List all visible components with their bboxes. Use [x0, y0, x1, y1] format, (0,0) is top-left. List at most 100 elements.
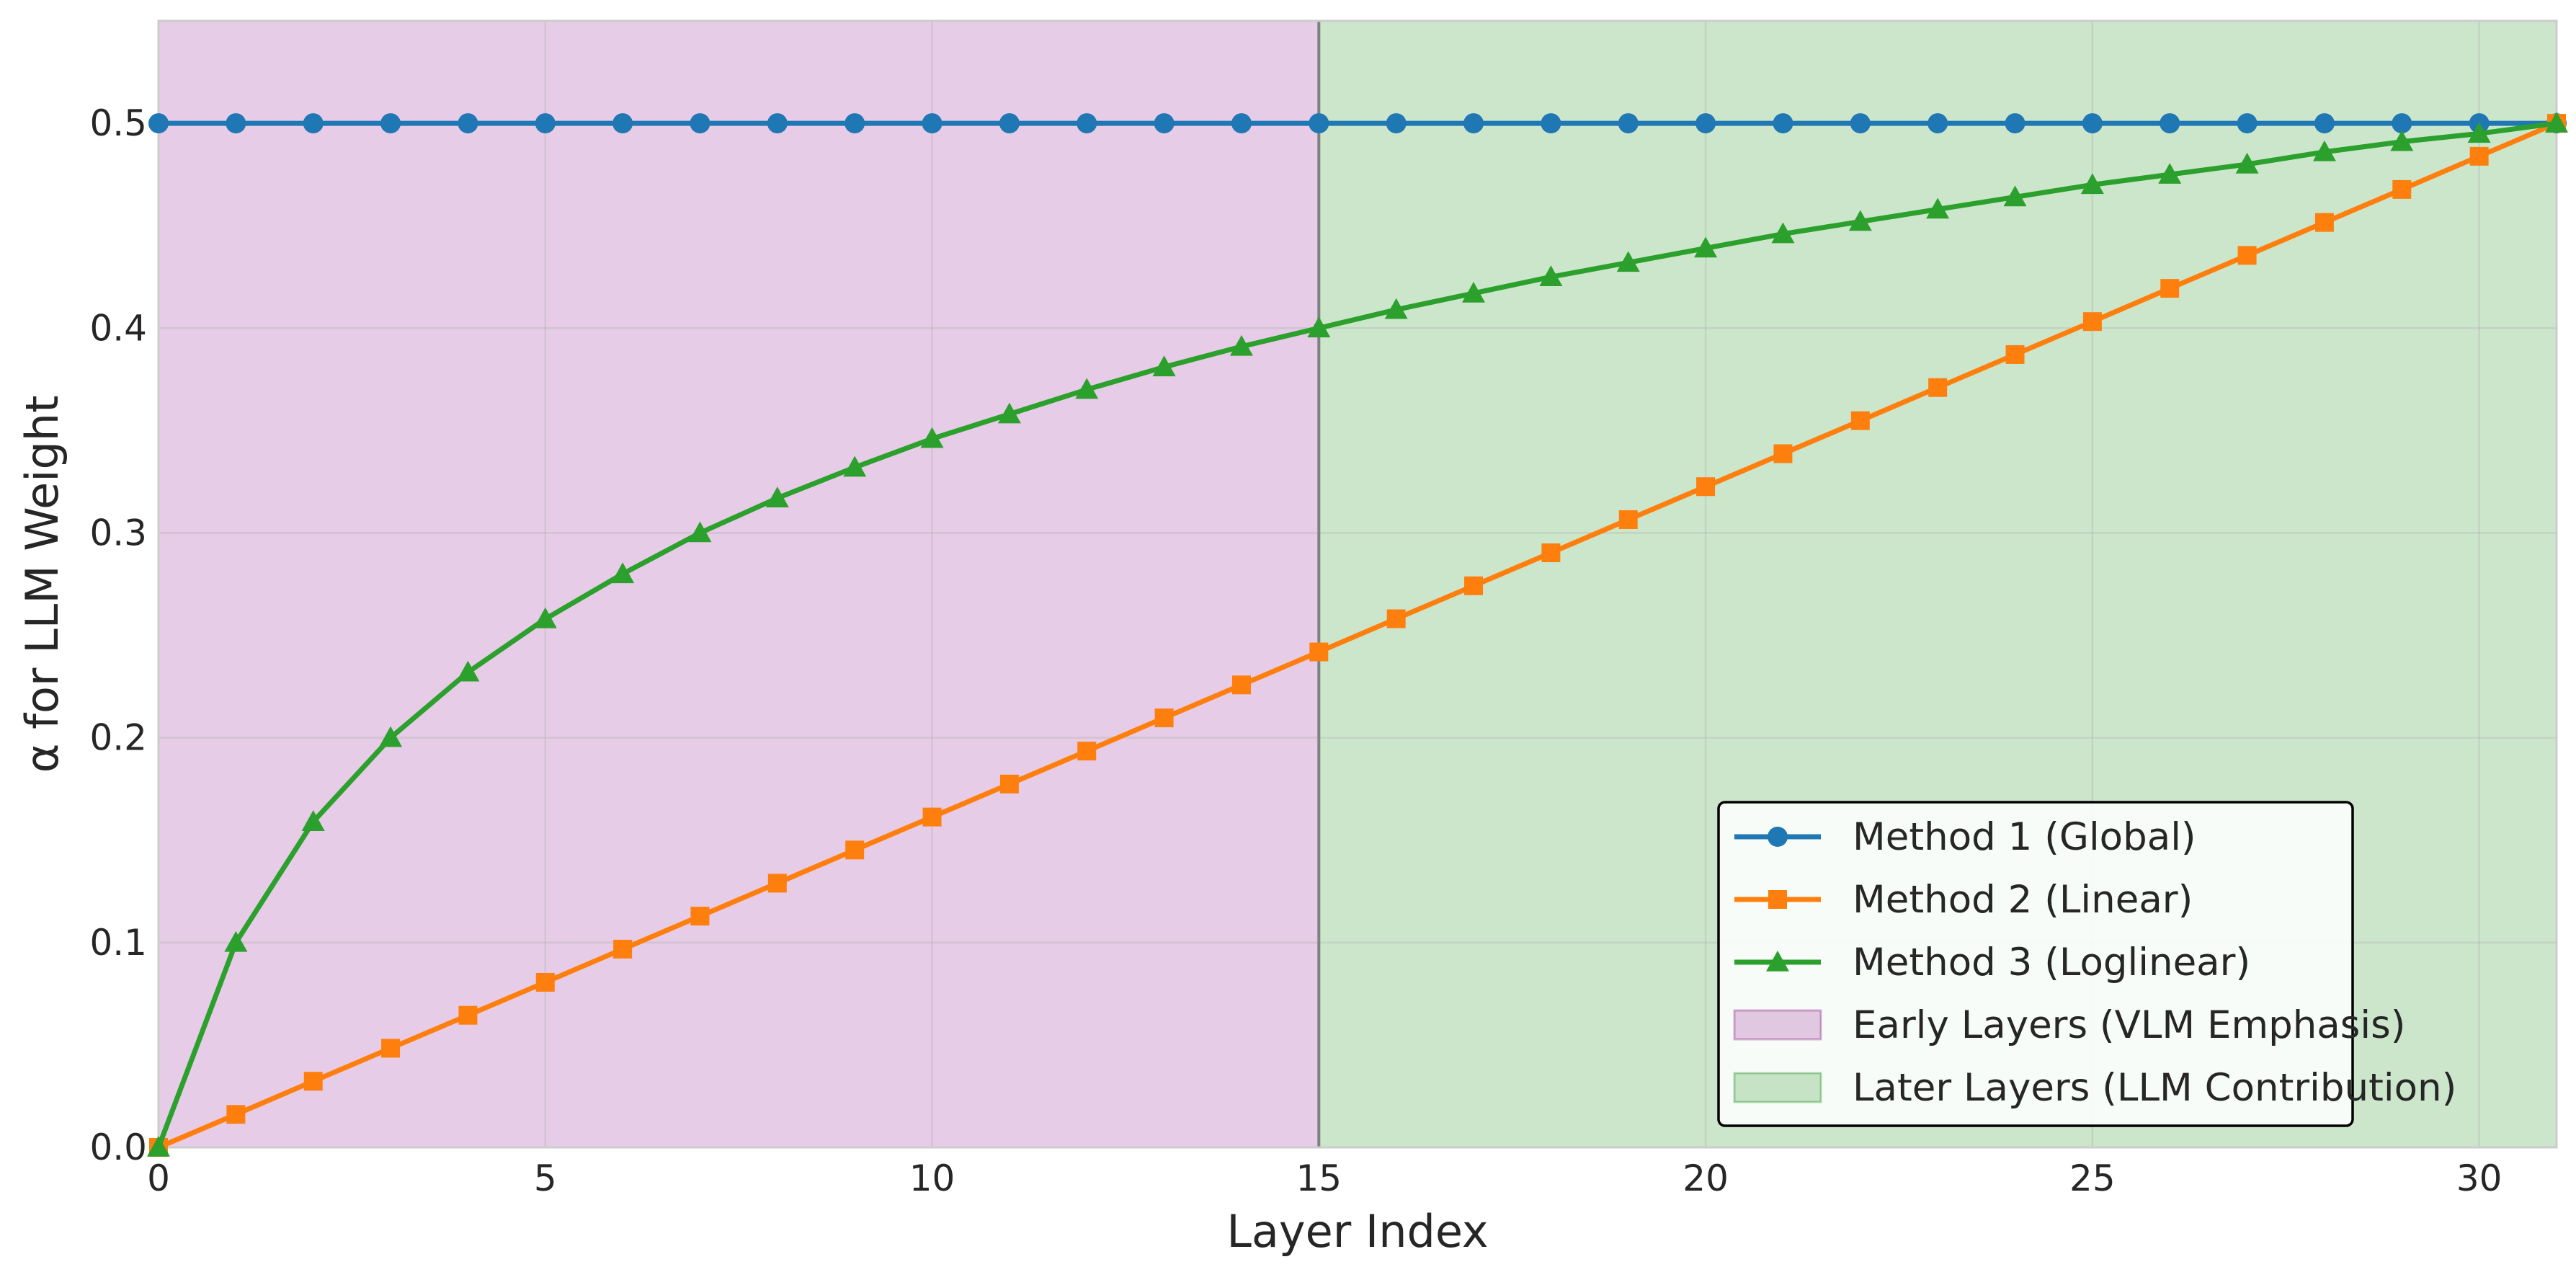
- data-point: [2003, 185, 2027, 207]
- data-point: [2237, 113, 2258, 134]
- data-point: [2158, 163, 2182, 184]
- data-point: [535, 113, 556, 134]
- data-point: [380, 113, 401, 134]
- data-point: [456, 660, 480, 682]
- data-point: [2160, 113, 2180, 134]
- data-point: [458, 1005, 478, 1025]
- legend-entry: Later Layers (LLM Contribution): [1733, 1066, 2456, 1110]
- data-point: [303, 1072, 323, 1091]
- data-point: [2314, 113, 2335, 134]
- data-point: [767, 874, 787, 893]
- legend-label: Later Layers (LLM Contribution): [1853, 1066, 2456, 1110]
- legend-box: [1717, 801, 2354, 1127]
- data-point: [612, 113, 633, 134]
- data-point: [2082, 113, 2103, 134]
- data-point: [1386, 113, 1407, 134]
- data-point: [2392, 113, 2412, 134]
- legend-entry: Method 1 (Global): [1734, 815, 2196, 859]
- series-2: [149, 114, 2566, 1157]
- data-point: [1616, 251, 1640, 272]
- x-tick-label: 5: [534, 1157, 557, 1199]
- data-point: [1850, 113, 1871, 134]
- data-point: [2314, 213, 2334, 232]
- data-point: [1771, 222, 1795, 244]
- data-point: [1077, 113, 1097, 134]
- series-line: [157, 120, 2558, 1150]
- data-point: [1307, 316, 1331, 338]
- data-point: [920, 427, 944, 448]
- data-point: [224, 930, 248, 952]
- plot-frame: [157, 19, 2558, 1149]
- data-point: [301, 810, 325, 831]
- data-point: [381, 1039, 401, 1058]
- data-point: [2082, 312, 2102, 332]
- data-point: [844, 113, 865, 134]
- data-point: [2390, 130, 2414, 151]
- data-point: [688, 521, 712, 543]
- data-point: [1926, 197, 1950, 219]
- data-point: [1695, 113, 1716, 134]
- x-tick-label: 20: [1683, 1157, 1729, 1199]
- x-tick-label: 10: [909, 1157, 955, 1199]
- data-point: [1541, 113, 1561, 134]
- legend-label: Method 2 (Linear): [1853, 878, 2193, 922]
- data-point: [845, 840, 865, 860]
- data-point: [1928, 378, 1948, 397]
- data-point: [226, 1105, 246, 1124]
- data-point: [1773, 444, 1793, 463]
- legend-patch-swatch: [1733, 1009, 1822, 1041]
- data-point: [148, 113, 169, 134]
- data-point: [1154, 113, 1175, 134]
- data-point: [1539, 265, 1563, 287]
- data-point: [2312, 140, 2336, 161]
- data-point: [690, 907, 710, 926]
- data-point: [226, 113, 246, 134]
- legend-patch-swatch: [1733, 1072, 1822, 1103]
- y-axis-label: α for LLM Weight: [16, 396, 68, 773]
- data-point: [1618, 510, 1638, 529]
- data-point: [922, 113, 942, 134]
- data-point: [2237, 246, 2257, 265]
- data-point: [458, 113, 478, 134]
- series-line: [156, 120, 2557, 1149]
- tick-labels: 0 5 10 15 20 25 30 0.0 0.1 0.2 0.3 0.4 0.5: [89, 102, 2502, 1199]
- data-point: [1386, 609, 1406, 628]
- region-early-layers: [159, 21, 1319, 1147]
- data-point: [2005, 113, 2025, 134]
- legend-label: Method 1 (Global): [1853, 815, 2196, 859]
- data-point: [147, 1136, 170, 1157]
- data-point: [303, 113, 324, 134]
- x-tick-label: 15: [1296, 1157, 1342, 1199]
- y-tick-label: 0.3: [89, 512, 147, 554]
- data-point: [1464, 576, 1484, 595]
- data-point: [1541, 543, 1561, 563]
- data-point: [997, 402, 1021, 424]
- data-point: [2392, 179, 2412, 199]
- data-point: [2005, 345, 2025, 364]
- data-point: [1773, 113, 1793, 134]
- x-tick-label: 30: [2456, 1157, 2503, 1199]
- legend-entry: Early Layers (VLM Emphasis): [1733, 1003, 2405, 1047]
- y-tick-label: 0.0: [89, 1126, 147, 1168]
- legend: Method 1 (Global) Method 2 (Linear) Method…: [1717, 801, 2456, 1127]
- data-point: [1154, 708, 1174, 728]
- series-layer: [147, 112, 2568, 1157]
- legend-marker: [1768, 827, 1788, 847]
- data-point: [1618, 113, 1639, 134]
- data-point: [1850, 411, 1870, 430]
- data-point: [2160, 279, 2180, 298]
- data-point: [2080, 173, 2104, 195]
- y-tick-label: 0.1: [89, 922, 147, 964]
- data-point: [1694, 236, 1718, 258]
- y-tick-label: 0.5: [89, 102, 147, 144]
- data-point: [690, 113, 710, 134]
- data-point: [535, 972, 555, 992]
- data-point: [922, 807, 942, 827]
- y-tick-label: 0.4: [89, 307, 147, 349]
- data-point: [1231, 113, 1252, 134]
- x-tick-label: 25: [2069, 1157, 2116, 1199]
- series-3: [147, 112, 2568, 1157]
- data-point: [611, 562, 635, 584]
- data-point: [1462, 281, 1486, 303]
